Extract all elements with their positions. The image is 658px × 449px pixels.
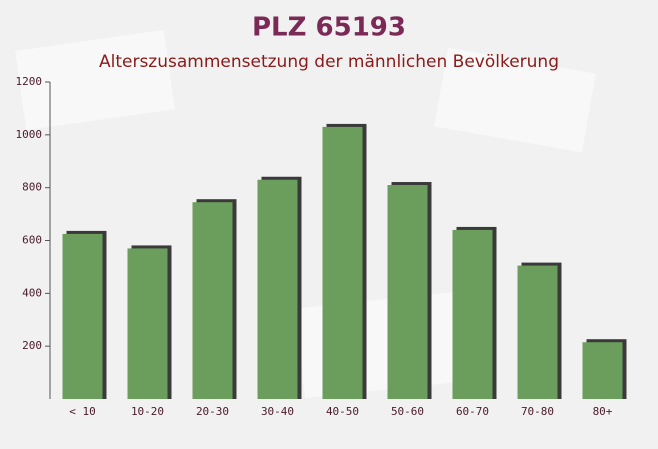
bar — [257, 179, 298, 399]
bar — [517, 265, 558, 399]
x-tick-label: 70-80 — [521, 405, 554, 418]
x-tick-label: 80+ — [593, 405, 613, 418]
x-tick-label: < 10 — [69, 405, 96, 418]
bar — [62, 233, 103, 399]
bar — [582, 342, 623, 399]
bar — [192, 202, 233, 399]
y-tick-label: 600 — [22, 234, 42, 247]
decoration — [295, 291, 465, 399]
chart-title: PLZ 65193 — [252, 13, 406, 43]
decoration — [15, 29, 175, 131]
y-tick-label: 800 — [22, 181, 42, 194]
bar — [322, 126, 363, 400]
x-tick-label: 20-30 — [196, 405, 229, 418]
bar — [387, 185, 428, 399]
bar — [127, 248, 168, 399]
y-tick-label: 1200 — [16, 75, 43, 88]
x-tick-label: 10-20 — [131, 405, 164, 418]
chart-subtitle: Alterszusammensetzung der männlichen Bev… — [99, 52, 559, 72]
x-tick-label: 50-60 — [391, 405, 424, 418]
y-tick-label: 200 — [22, 339, 42, 352]
x-tick-label: 60-70 — [456, 405, 489, 418]
bar — [452, 229, 493, 399]
x-tick-label: 40-50 — [326, 405, 359, 418]
y-tick-label: 1000 — [16, 128, 43, 141]
y-tick-label: 400 — [22, 286, 42, 299]
x-tick-label: 30-40 — [261, 405, 294, 418]
decoration — [434, 47, 596, 153]
